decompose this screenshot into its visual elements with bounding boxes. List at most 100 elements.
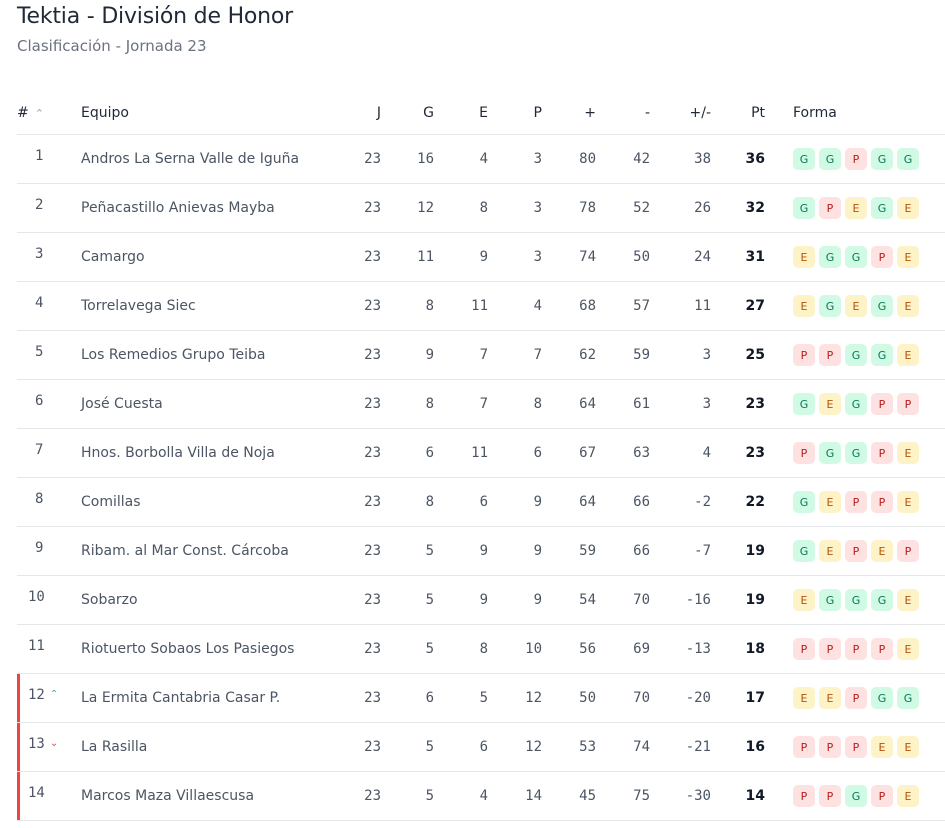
- lost-cell: 3: [533, 249, 542, 265]
- team-name[interactable]: Hnos. Borbolla Villa de Noja: [81, 445, 275, 461]
- column-header-points[interactable]: Pt: [751, 105, 765, 121]
- goals-for-cell: 64: [579, 396, 596, 412]
- form-badge-draw: E: [897, 589, 919, 611]
- table-row[interactable]: 10 Sobarzo 23 5 9 9 54 70 -16 19 E G G G E: [17, 576, 945, 625]
- column-header-goals-for[interactable]: +: [584, 105, 596, 121]
- points-cell: 14: [745, 788, 765, 804]
- column-header-lost[interactable]: P: [533, 105, 542, 121]
- points-cell: 23: [745, 396, 765, 412]
- form-badge-draw: E: [845, 295, 867, 317]
- trend-down-icon: ⌄: [49, 738, 59, 749]
- form-badge-win: G: [793, 540, 815, 562]
- goals-against-cell: 61: [633, 396, 650, 412]
- goals-for-cell: 45: [579, 788, 596, 804]
- table-row[interactable]: 11 Riotuerto Sobaos Los Pasiegos 23 5 8 10 56 6…: [17, 625, 945, 674]
- position-number: 5: [35, 344, 44, 360]
- team-name[interactable]: Ribam. al Mar Const. Cárcoba: [81, 543, 289, 559]
- lost-cell: 10: [525, 641, 542, 657]
- column-header-position[interactable]: # ⌃: [17, 92, 67, 134]
- points-cell: 18: [745, 641, 765, 657]
- table-row[interactable]: 14 Marcos Maza Villaescusa 23 5 4 14 45 75 -30 14…: [17, 772, 945, 821]
- position-cell: 3: [17, 233, 67, 281]
- team-name[interactable]: Peñacastillo Anievas Mayba: [81, 200, 275, 216]
- column-header-won[interactable]: G: [423, 105, 434, 121]
- form-badge-loss: P: [845, 148, 867, 170]
- form-badge-draw: E: [871, 540, 893, 562]
- played-cell: 23: [364, 200, 381, 216]
- goal-difference-cell: 26: [694, 200, 711, 216]
- points-cell: 32: [745, 200, 765, 216]
- position-cell: 1: [17, 135, 67, 183]
- team-name[interactable]: José Cuesta: [81, 396, 163, 412]
- form-badge-loss: P: [793, 785, 815, 807]
- column-header-team[interactable]: Equipo: [81, 105, 129, 121]
- team-name[interactable]: Riotuerto Sobaos Los Pasiegos: [81, 641, 295, 657]
- form-badge-win: G: [819, 589, 841, 611]
- sort-ascending-icon[interactable]: ⌃: [34, 106, 44, 120]
- points-cell: 23: [745, 445, 765, 461]
- team-name[interactable]: Sobarzo: [81, 592, 138, 608]
- table-row[interactable]: 12 ⌃ La Ermita Cantabria Casar P. 23 6 5 12 50 7…: [17, 674, 945, 723]
- table-row[interactable]: 4 Torrelavega Siec 23 8 11 4 68 57 11 27 E G E G E: [17, 282, 945, 331]
- table-row[interactable]: 2 Peñacastillo Anievas Mayba 23 12 8 3 78 52 26 3…: [17, 184, 945, 233]
- won-cell: 5: [425, 641, 434, 657]
- team-name[interactable]: Los Remedios Grupo Teiba: [81, 347, 266, 363]
- table-body: 1 Andros La Serna Valle de Iguña 23 16 4 3 80 4…: [17, 135, 945, 821]
- table-row[interactable]: 7 Hnos. Borbolla Villa de Noja 23 6 11 6 67 63 4…: [17, 429, 945, 478]
- column-header-goals-against[interactable]: -: [644, 105, 650, 121]
- team-name[interactable]: Andros La Serna Valle de Iguña: [81, 151, 300, 167]
- drawn-cell: 4: [479, 151, 488, 167]
- form-badge-win: G: [897, 148, 919, 170]
- form-badge-win: G: [819, 148, 841, 170]
- form-badge-loss: P: [845, 687, 867, 709]
- drawn-cell: 7: [479, 396, 488, 412]
- team-name[interactable]: La Rasilla: [81, 739, 148, 755]
- lost-cell: 7: [533, 347, 542, 363]
- form-badge-win: G: [897, 687, 919, 709]
- team-name[interactable]: La Ermita Cantabria Casar P.: [81, 690, 281, 706]
- played-cell: 23: [364, 543, 381, 559]
- drawn-cell: 8: [479, 641, 488, 657]
- team-name[interactable]: Torrelavega Siec: [81, 298, 196, 314]
- goals-for-cell: 56: [579, 641, 596, 657]
- form-badge-loss: P: [871, 246, 893, 268]
- column-header-played[interactable]: J: [376, 105, 381, 121]
- team-name[interactable]: Comillas: [81, 494, 141, 510]
- form-badge-win: G: [871, 344, 893, 366]
- won-cell: 5: [425, 592, 434, 608]
- table-row[interactable]: 6 José Cuesta 23 8 7 8 64 61 3 23 G E G P P: [17, 380, 945, 429]
- won-cell: 8: [425, 494, 434, 510]
- goals-against-cell: 74: [633, 739, 650, 755]
- won-cell: 16: [417, 151, 434, 167]
- form-badge-loss: P: [845, 540, 867, 562]
- table-row[interactable]: 9 Ribam. al Mar Const. Cárcoba 23 5 9 9 59 66 -7…: [17, 527, 945, 576]
- table-row[interactable]: 13 ⌄ La Rasilla 23 5 6 12 53 74 -21 16 P P P E E: [17, 723, 945, 772]
- position-cell: 4: [17, 282, 67, 330]
- form-badge-loss: P: [819, 638, 841, 660]
- form-badge-draw: E: [793, 687, 815, 709]
- form-badge-draw: E: [897, 295, 919, 317]
- column-header-drawn[interactable]: E: [479, 105, 488, 121]
- form-badge-draw: E: [897, 736, 919, 758]
- team-name[interactable]: Camargo: [81, 249, 145, 265]
- team-name[interactable]: Marcos Maza Villaescusa: [81, 788, 255, 804]
- table-row[interactable]: 3 Camargo 23 11 9 3 74 50 24 31 E G G P E: [17, 233, 945, 282]
- points-cell: 31: [745, 249, 765, 265]
- goals-against-cell: 75: [633, 788, 650, 804]
- table-row[interactable]: 8 Comillas 23 8 6 9 64 66 -2 22 G E P P E: [17, 478, 945, 527]
- table-row[interactable]: 5 Los Remedios Grupo Teiba 23 9 7 7 62 59 3 25 P P G…: [17, 331, 945, 380]
- table-row[interactable]: 1 Andros La Serna Valle de Iguña 23 16 4 3 80 4…: [17, 135, 945, 184]
- column-header-goal-difference[interactable]: +/-: [689, 105, 712, 121]
- goals-for-cell: 62: [579, 347, 596, 363]
- form-badge-loss: P: [897, 393, 919, 415]
- points-cell: 19: [745, 592, 765, 608]
- trend-up-icon: ⌃: [49, 689, 59, 700]
- form-badge-loss: P: [793, 442, 815, 464]
- form-badge-draw: E: [897, 638, 919, 660]
- column-header-form[interactable]: Forma: [793, 105, 837, 121]
- drawn-cell: 7: [479, 347, 488, 363]
